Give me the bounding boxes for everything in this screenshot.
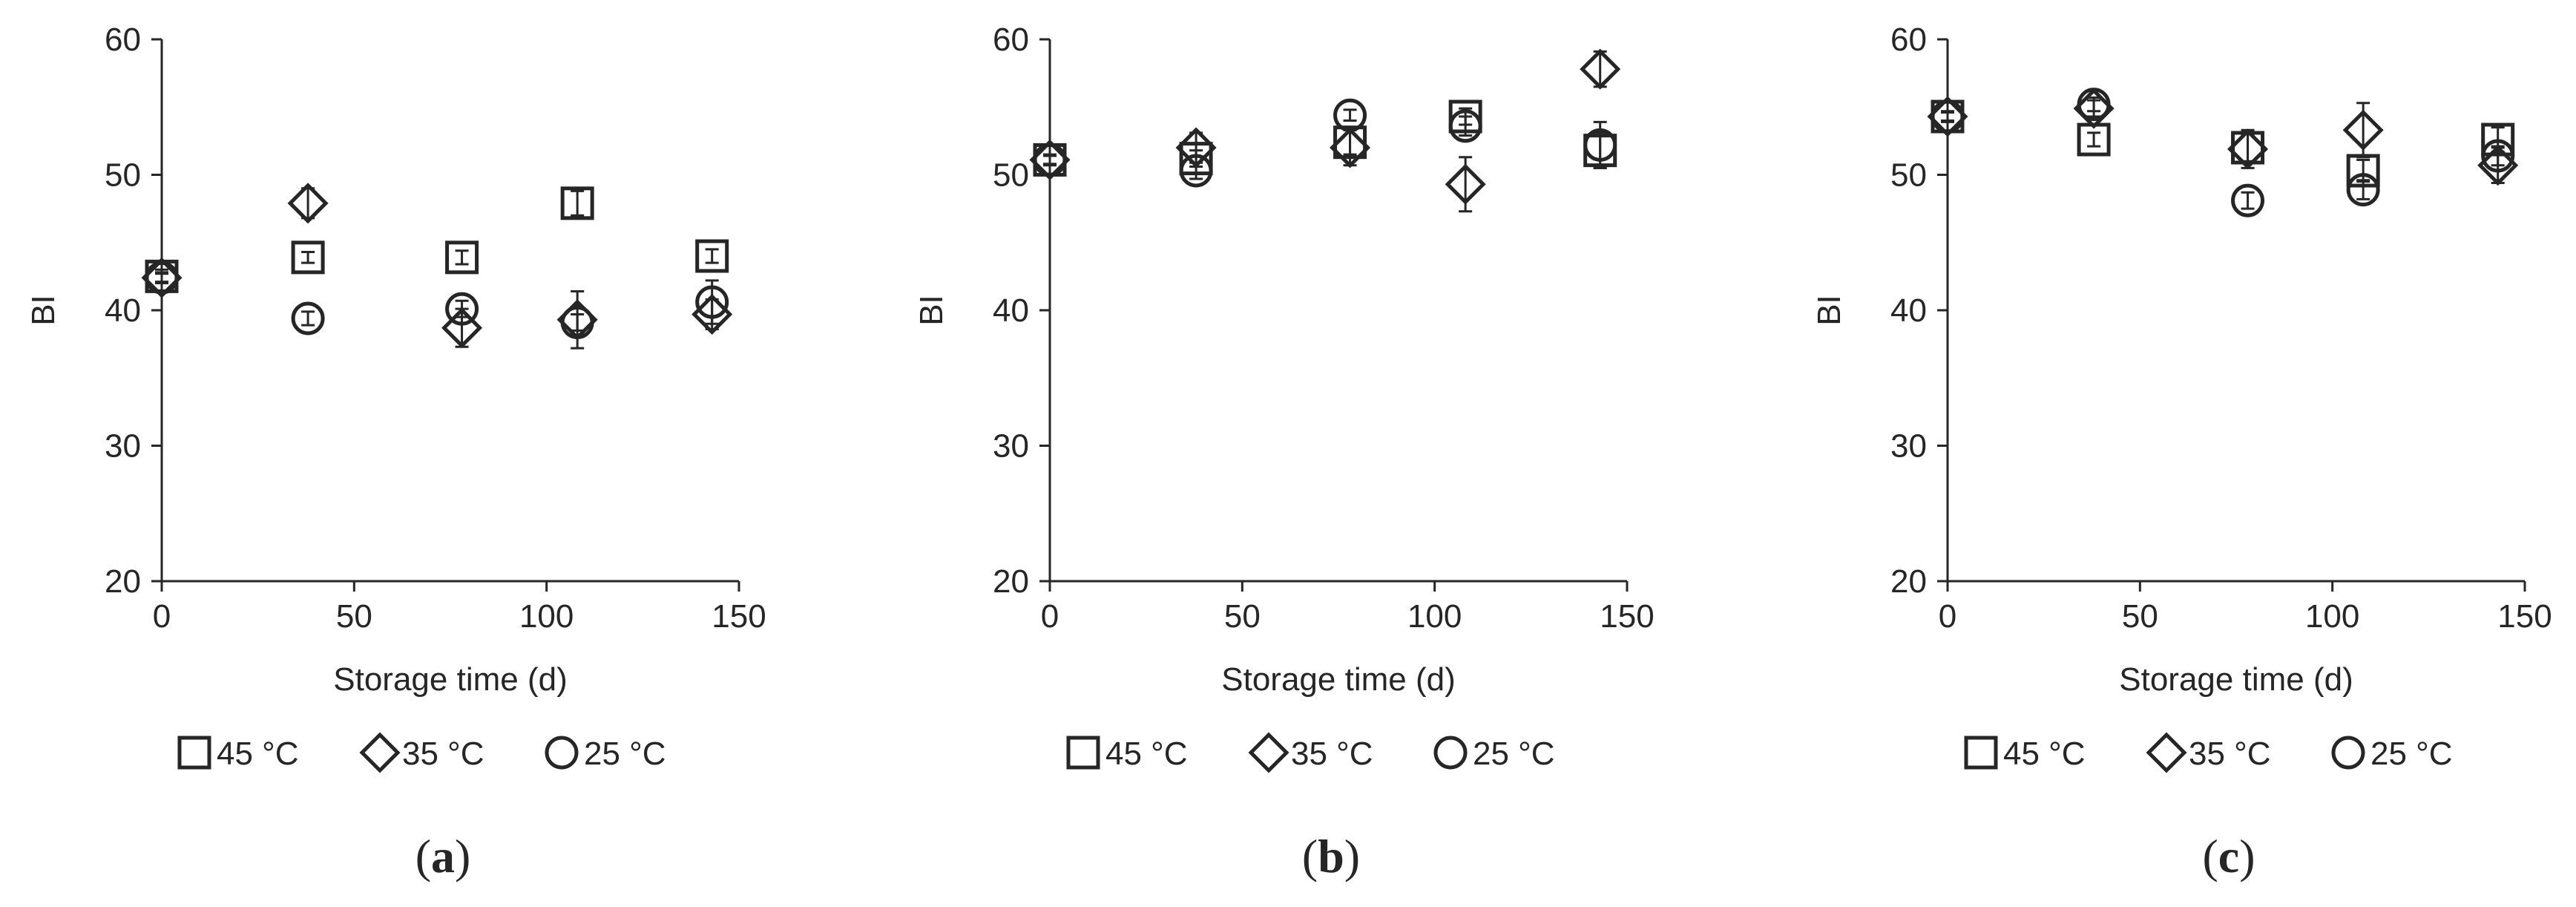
data-point-diamond (1445, 163, 1486, 205)
data-point-circle (1033, 143, 1067, 177)
x-tick-label: 50 (336, 598, 372, 635)
y-tick-label: 30 (1890, 428, 1927, 465)
y-tick-label: 30 (105, 428, 141, 465)
data-point-circle (695, 285, 729, 319)
data-point-circle (560, 305, 594, 339)
data-point-circle (2231, 183, 2265, 217)
y-tick-label: 30 (993, 428, 1029, 465)
legend-marker-square (177, 736, 211, 770)
legend-label: 35 °C (2189, 736, 2271, 772)
panel-label: (a) (415, 830, 471, 883)
legend-label: 45 °C (2003, 736, 2086, 772)
data-point-circle (1448, 109, 1482, 143)
data-point-diamond (287, 183, 329, 224)
data-point-diamond (1580, 48, 1621, 90)
series-diamond (1927, 88, 2519, 186)
x-tick-label: 0 (1939, 598, 1956, 635)
legend-label: 25 °C (2370, 736, 2453, 772)
y-axis-label: BI (1811, 295, 1847, 326)
data-point-circle (2481, 139, 2515, 173)
data-point-diamond (2342, 109, 2384, 151)
y-tick-label: 20 (993, 563, 1029, 600)
data-point-diamond (1330, 127, 1371, 168)
data-point-circle (1931, 99, 1965, 134)
legend-label: 35 °C (402, 736, 484, 772)
legend: 45 °C 35 °C 25 °C (1066, 732, 1555, 773)
data-point-diamond (2477, 145, 2519, 186)
data-point-diamond (441, 307, 483, 349)
legend-marker-circle (1433, 736, 1468, 770)
data-point-diamond (2073, 88, 2115, 129)
legend-marker-diamond (359, 732, 401, 773)
chart-panel-b: 20 30 40 50 60 0 50 100 150 Storage time (d) BI 45 … (913, 22, 1655, 883)
data-point-square (560, 186, 594, 220)
y-tick-label: 40 (993, 292, 1029, 329)
y-axis-label: BI (25, 295, 62, 326)
panel-label: (c) (2202, 830, 2255, 883)
data-point-circle (145, 261, 179, 295)
legend: 45 °C 35 °C 25 °C (177, 732, 666, 773)
legend-marker-square (1066, 736, 1100, 770)
data-point-circle (445, 292, 479, 326)
series-circle (1931, 88, 2515, 217)
y-tick-label: 40 (105, 292, 141, 329)
data-point-square (695, 239, 729, 273)
legend-label: 45 °C (1105, 736, 1188, 772)
legend-label: 25 °C (1473, 736, 1555, 772)
y-tick-label: 20 (105, 563, 141, 600)
y-tick-label: 60 (105, 22, 141, 58)
y-tick-label: 60 (1890, 22, 1927, 58)
x-tick-label: 150 (2497, 598, 2552, 635)
legend-label: 25 °C (584, 736, 666, 772)
legend-marker-square (1964, 736, 1998, 770)
y-axis-label: BI (913, 295, 950, 326)
x-tick-label: 100 (1407, 598, 1462, 635)
chart-panel-a: 20 30 40 50 60 0 50 100 150 Storage time (d) BI 45 … (25, 22, 766, 883)
x-tick-label: 50 (2122, 598, 2158, 635)
panel-label: (b) (1302, 830, 1360, 883)
data-point-diamond (2227, 128, 2269, 170)
series-circle (145, 261, 729, 339)
x-tick-label: 100 (2305, 598, 2359, 635)
legend: 45 °C 35 °C 25 °C (1964, 732, 2453, 773)
data-point-circle (1179, 154, 1213, 188)
x-tick-label: 100 (519, 598, 574, 635)
data-point-square (291, 240, 325, 275)
x-tick-label: 150 (712, 598, 766, 635)
series-square (145, 186, 729, 293)
data-point-circle (2346, 173, 2380, 207)
y-tick-label: 20 (1890, 563, 1927, 600)
series-diamond (1029, 48, 1621, 213)
series-circle (1033, 98, 1617, 188)
x-tick-label: 150 (1600, 598, 1654, 635)
series-square (1033, 99, 1617, 177)
series-square (1931, 99, 2515, 188)
y-tick-label: 50 (993, 157, 1029, 194)
y-tick-label: 60 (993, 22, 1029, 58)
legend-marker-circle (545, 736, 579, 770)
data-point-square (445, 240, 479, 275)
data-point-circle (291, 301, 325, 335)
x-tick-label: 0 (153, 598, 171, 635)
y-tick-label: 50 (105, 157, 141, 194)
legend-marker-circle (2331, 736, 2365, 770)
x-tick-label: 50 (1224, 598, 1261, 635)
x-axis-label: Storage time (d) (2119, 661, 2353, 698)
y-tick-label: 40 (1890, 292, 1927, 329)
data-point-circle (2077, 88, 2111, 122)
x-tick-label: 0 (1041, 598, 1059, 635)
series-diamond (141, 183, 733, 350)
legend-marker-diamond (1248, 732, 1289, 773)
legend-marker-diamond (2146, 732, 2187, 773)
y-tick-label: 50 (1890, 157, 1927, 194)
x-axis-label: Storage time (d) (1221, 661, 1455, 698)
x-axis-label: Storage time (d) (333, 661, 567, 698)
data-point-circle (1333, 98, 1367, 132)
data-point-circle (1583, 128, 1617, 162)
legend-label: 45 °C (217, 736, 299, 772)
chart-panel-c: 20 30 40 50 60 0 50 100 150 Storage time (d) BI 45 … (1811, 22, 2552, 883)
legend-label: 35 °C (1291, 736, 1373, 772)
